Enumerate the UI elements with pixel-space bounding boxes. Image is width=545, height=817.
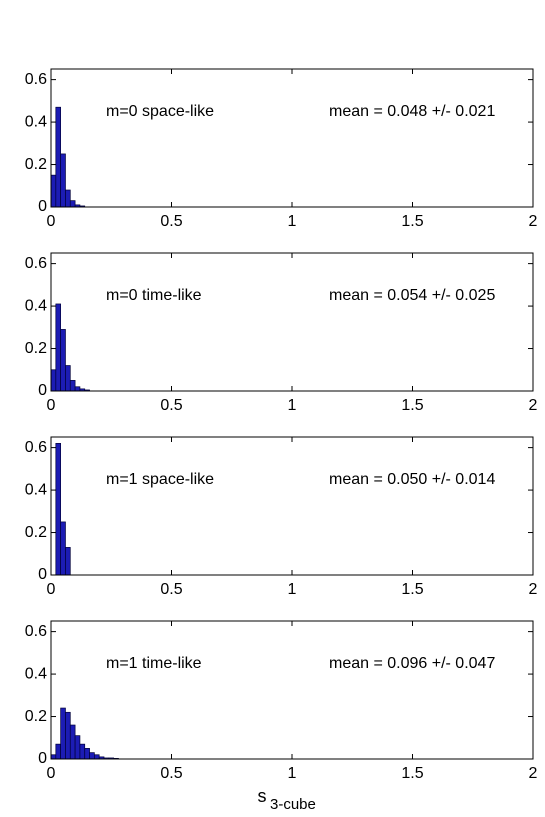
x-tick-label: 1 [288,765,297,782]
y-tick-label: 0.4 [25,113,47,130]
y-tick-label: 0 [38,750,47,767]
axes-box [50,620,534,760]
x-tick-label: 0.5 [160,397,182,414]
bar [89,752,95,760]
x-tick-label: 2 [529,213,538,230]
bar [55,743,61,760]
y-tick-label: 0.4 [25,481,47,498]
x-tick-label: 1.5 [401,581,423,598]
bar [65,711,71,760]
stat-text: mean = 0.096 +/- 0.047 [329,655,495,672]
x-axis-label-subscript: 3-cube [270,796,316,813]
bar [60,521,66,576]
x-tick-label: 1 [288,581,297,598]
bar [74,386,81,392]
y-tick-label: 0.6 [25,439,47,456]
bar [79,743,86,760]
x-tick-label: 0 [47,213,56,230]
x-tick-label: 0.5 [160,765,182,782]
x-tick-label: 1.5 [401,765,423,782]
x-tick-label: 2 [529,765,538,782]
y-tick-label: 0.2 [25,340,47,357]
bar [65,547,71,576]
x-tick-label: 1 [288,213,297,230]
y-tick-label: 0 [38,198,47,215]
y-tick-label: 0 [38,382,47,399]
x-tick-label: 2 [529,581,538,598]
y-tick-label: 0.6 [25,623,47,640]
stat-text: mean = 0.050 +/- 0.014 [329,471,495,488]
annotation: m=0 time-like [106,287,202,304]
annotation: m=1 space-like [106,471,214,488]
stat-text: mean = 0.054 +/- 0.025 [329,287,495,304]
x-tick-label: 0.5 [160,213,182,230]
bar [74,735,81,760]
annotation: m=1 time-like [106,655,202,672]
bar [60,329,66,392]
y-tick-label: 0.2 [25,524,47,541]
bar [55,443,61,576]
x-tick-label: 1 [288,397,297,414]
bar [50,754,57,760]
bar [50,174,57,208]
bar [65,189,71,208]
x-tick-label: 0 [47,581,56,598]
y-tick-label: 0.6 [25,255,47,272]
x-tick-label: 0 [47,765,56,782]
bar [94,754,100,760]
axes-box [50,436,534,576]
stat-text: mean = 0.048 +/- 0.021 [329,103,495,120]
axes-box [50,68,534,208]
bar [69,380,76,392]
y-tick-label: 0.2 [25,708,47,725]
x-tick-label: 1.5 [401,397,423,414]
x-axis-label: s [258,786,267,806]
y-tick-label: 0 [38,566,47,583]
bar [60,153,66,208]
y-tick-label: 0.6 [25,71,47,88]
bar [69,200,76,208]
x-tick-label: 0 [47,397,56,414]
axes-box [50,252,534,392]
bar [69,724,76,760]
x-tick-label: 2 [529,397,538,414]
annotation: m=0 space-like [106,103,214,120]
bar [55,106,61,208]
bar [55,303,61,392]
y-tick-label: 0.2 [25,156,47,173]
bar [65,365,71,392]
bar [60,707,66,760]
x-tick-label: 0.5 [160,581,182,598]
x-tick-label: 1.5 [401,213,423,230]
bar [50,369,57,392]
y-tick-label: 0.4 [25,665,47,682]
y-tick-label: 0.4 [25,297,47,314]
bar [84,748,90,760]
